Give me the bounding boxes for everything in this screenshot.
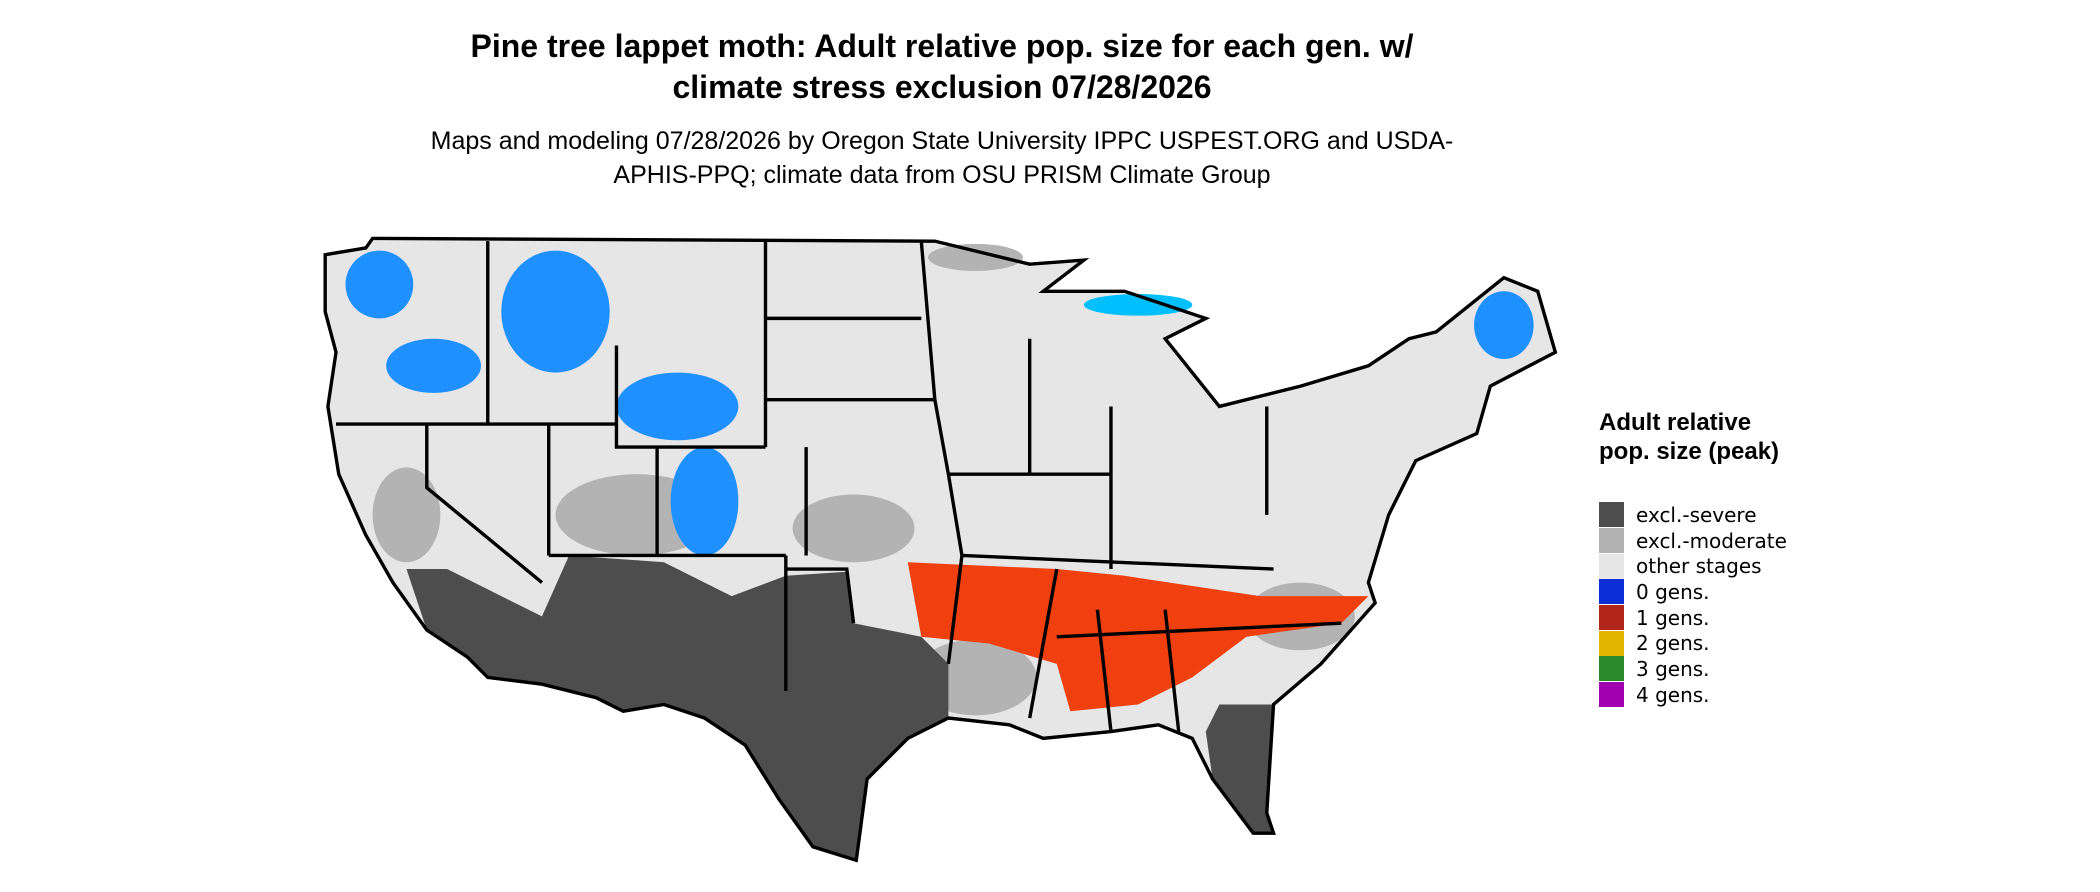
one-gen-region bbox=[907, 562, 1369, 712]
legend-item: excl.-moderate bbox=[1599, 528, 1787, 554]
legend-item: 4 gens. bbox=[1599, 682, 1787, 708]
legend-label: 2 gens. bbox=[1636, 631, 1710, 656]
legend-swatch bbox=[1599, 528, 1624, 554]
legend-label: 4 gens. bbox=[1636, 682, 1710, 707]
legend-swatch bbox=[1599, 605, 1624, 631]
legend-label: 3 gens. bbox=[1636, 656, 1710, 681]
legend-item: 2 gens. bbox=[1599, 630, 1787, 656]
legend-item: other stages bbox=[1599, 553, 1787, 579]
cold-area bbox=[1474, 291, 1534, 360]
state-borders bbox=[323, 236, 1558, 863]
cold-area bbox=[345, 250, 414, 319]
moderate-area bbox=[372, 467, 441, 563]
legend-swatch bbox=[1599, 502, 1624, 528]
legend-label: 0 gens. bbox=[1636, 579, 1710, 604]
legend-title: Adult relative pop. size (peak) bbox=[1599, 409, 1780, 465]
legend-label: excl.-moderate bbox=[1636, 528, 1787, 553]
legend: excl.-severe excl.-moderate other stages 0 … bbox=[1599, 502, 1787, 708]
cold-area bbox=[501, 250, 610, 373]
legend-label: 1 gens. bbox=[1636, 605, 1710, 630]
zero-gen-regions bbox=[345, 250, 1534, 556]
legend-label: excl.-severe bbox=[1636, 502, 1757, 527]
legend-item: 1 gens. bbox=[1599, 605, 1787, 631]
cold-area bbox=[1083, 293, 1193, 316]
map-subtitle: Maps and modeling 07/28/2026 by Oregon S… bbox=[430, 127, 1454, 189]
legend-item: excl.-severe bbox=[1599, 502, 1787, 528]
moderate-area bbox=[928, 243, 1023, 271]
legend-swatch bbox=[1599, 553, 1624, 579]
legend-label: other stages bbox=[1636, 554, 1762, 579]
country-border bbox=[323, 236, 1558, 863]
legend-item: 0 gens. bbox=[1599, 579, 1787, 605]
severe-region bbox=[1205, 704, 1274, 834]
map-title: Pine tree lappet moth: Adult relative po… bbox=[470, 28, 1414, 105]
moderate-area bbox=[792, 494, 915, 563]
legend-swatch bbox=[1599, 630, 1624, 656]
legend-swatch bbox=[1599, 682, 1624, 708]
legend-item: 3 gens. bbox=[1599, 656, 1787, 682]
cold-area bbox=[670, 447, 739, 556]
legend-swatch bbox=[1599, 579, 1624, 605]
cold-area bbox=[386, 338, 481, 393]
legend-swatch bbox=[1599, 656, 1624, 682]
state-line bbox=[336, 241, 1342, 732]
cold-area bbox=[616, 372, 739, 441]
